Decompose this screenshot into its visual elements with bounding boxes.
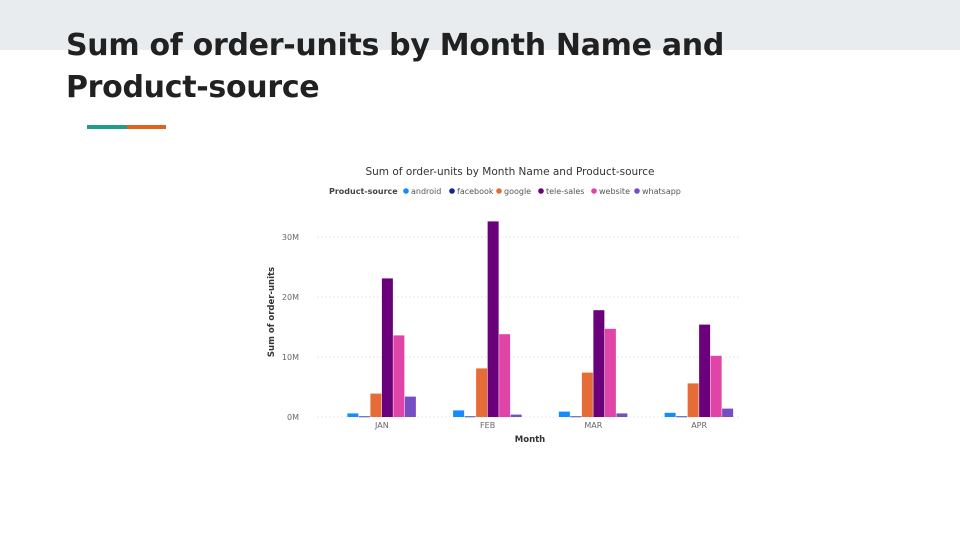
bar-website-feb bbox=[499, 334, 511, 417]
bar-whatsapp-mar bbox=[616, 413, 628, 417]
legend-title: Product-source bbox=[329, 187, 398, 196]
legend-label-tele-sales: tele-sales bbox=[546, 187, 584, 196]
bar-facebook-mar bbox=[570, 416, 582, 418]
accent-bar-orange bbox=[127, 125, 166, 129]
bar-android-apr bbox=[664, 412, 676, 417]
bar-tele-sales-jan bbox=[381, 278, 393, 417]
legend-marker-website bbox=[591, 188, 597, 194]
bar-website-jan bbox=[393, 335, 405, 417]
legend-label-google: google bbox=[504, 187, 531, 196]
bar-tele-sales-feb bbox=[487, 221, 499, 417]
x-tick-label: FEB bbox=[480, 421, 495, 430]
bar-website-mar bbox=[604, 328, 616, 417]
bar-android-mar bbox=[558, 411, 570, 417]
bar-chart: Sum of order-units by Month Name and Pro… bbox=[267, 166, 740, 445]
bar-whatsapp-feb bbox=[510, 414, 522, 417]
y-tick-label: 10M bbox=[282, 353, 299, 362]
bar-google-apr bbox=[687, 383, 699, 417]
header-band bbox=[0, 0, 960, 50]
y-axis-label: Sum of order-units bbox=[267, 267, 277, 357]
bar-whatsapp-jan bbox=[404, 396, 416, 417]
x-tick-label: JAN bbox=[374, 421, 389, 430]
bar-facebook-feb bbox=[464, 416, 476, 418]
legend-marker-android bbox=[403, 188, 409, 194]
bar-android-jan bbox=[347, 413, 359, 417]
slide-title: Sum of order-units by Month Name and Pro… bbox=[66, 28, 725, 105]
x-tick-label: MAR bbox=[584, 421, 602, 430]
chart-bars bbox=[347, 221, 734, 418]
bar-android-feb bbox=[453, 410, 465, 417]
chart-title: Sum of order-units by Month Name and Pro… bbox=[365, 166, 654, 178]
legend-marker-google bbox=[496, 188, 502, 194]
legend-label-website: website bbox=[599, 187, 630, 196]
legend-marker-whatsapp bbox=[634, 188, 640, 194]
legend-marker-tele-sales bbox=[538, 188, 544, 194]
y-tick-label: 0M bbox=[287, 413, 299, 422]
x-axis-ticks: JAN FEB MAR APR bbox=[374, 421, 707, 430]
bar-google-jan bbox=[370, 393, 382, 417]
chart-gridlines bbox=[317, 236, 740, 418]
bar-tele-sales-mar bbox=[593, 310, 605, 417]
y-tick-label: 30M bbox=[282, 233, 299, 242]
legend-label-facebook: facebook bbox=[457, 187, 494, 196]
legend-label-whatsapp: whatsapp bbox=[642, 187, 681, 196]
bar-website-apr bbox=[710, 355, 722, 417]
bar-google-mar bbox=[581, 372, 593, 417]
accent-bar-teal bbox=[87, 125, 127, 129]
bar-google-feb bbox=[476, 368, 488, 417]
legend-label-android: android bbox=[411, 187, 441, 196]
bar-whatsapp-apr bbox=[722, 408, 734, 417]
x-tick-label: APR bbox=[691, 421, 707, 430]
x-axis-label: Month bbox=[515, 435, 545, 445]
bar-facebook-jan bbox=[358, 416, 370, 418]
y-tick-label: 20M bbox=[282, 293, 299, 302]
bar-tele-sales-apr bbox=[699, 324, 711, 417]
bar-facebook-apr bbox=[676, 416, 688, 418]
legend-marker-facebook bbox=[449, 188, 455, 194]
y-axis-ticks: 0M 10M 20M 30M bbox=[282, 233, 299, 422]
chart-legend: Product-source android facebook google tele-… bbox=[329, 187, 681, 196]
